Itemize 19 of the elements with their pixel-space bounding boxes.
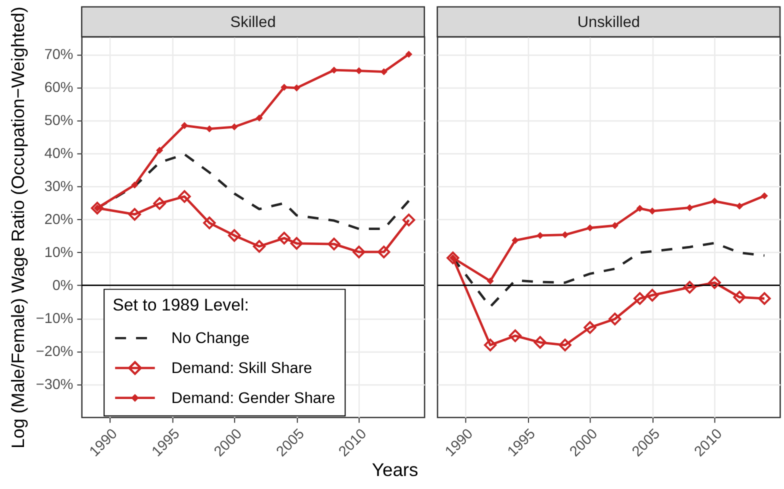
x-axis-title: Years [372,459,418,480]
y-axis-title: Log (Male/Female) Wage Ratio (Occupation−Weighted) [8,6,28,448]
y-tick-label: −20% [36,344,74,360]
y-tick-label: 30% [44,178,74,195]
y-tick-label: 10% [44,244,74,261]
chart-title: Skilled [230,14,276,31]
legend-label: Demand: Gender Share [171,390,336,407]
legend-label: No Change [171,330,250,348]
y-tick-label: 60% [44,80,74,96]
chart-title: Unskilled [577,14,640,31]
y-tick-label: 20% [44,212,74,228]
y-tick-label: 40% [44,146,74,162]
y-tick-label: 0% [52,278,74,294]
y-tick-label: −10% [36,310,74,327]
legend-label: Demand: Skill Share [171,360,312,377]
y-tick-label: −30% [36,376,74,393]
y-tick-label: 50% [44,112,74,129]
legend-title: Set to 1989 Level: [112,296,249,315]
y-tick-label: 70% [44,46,74,63]
